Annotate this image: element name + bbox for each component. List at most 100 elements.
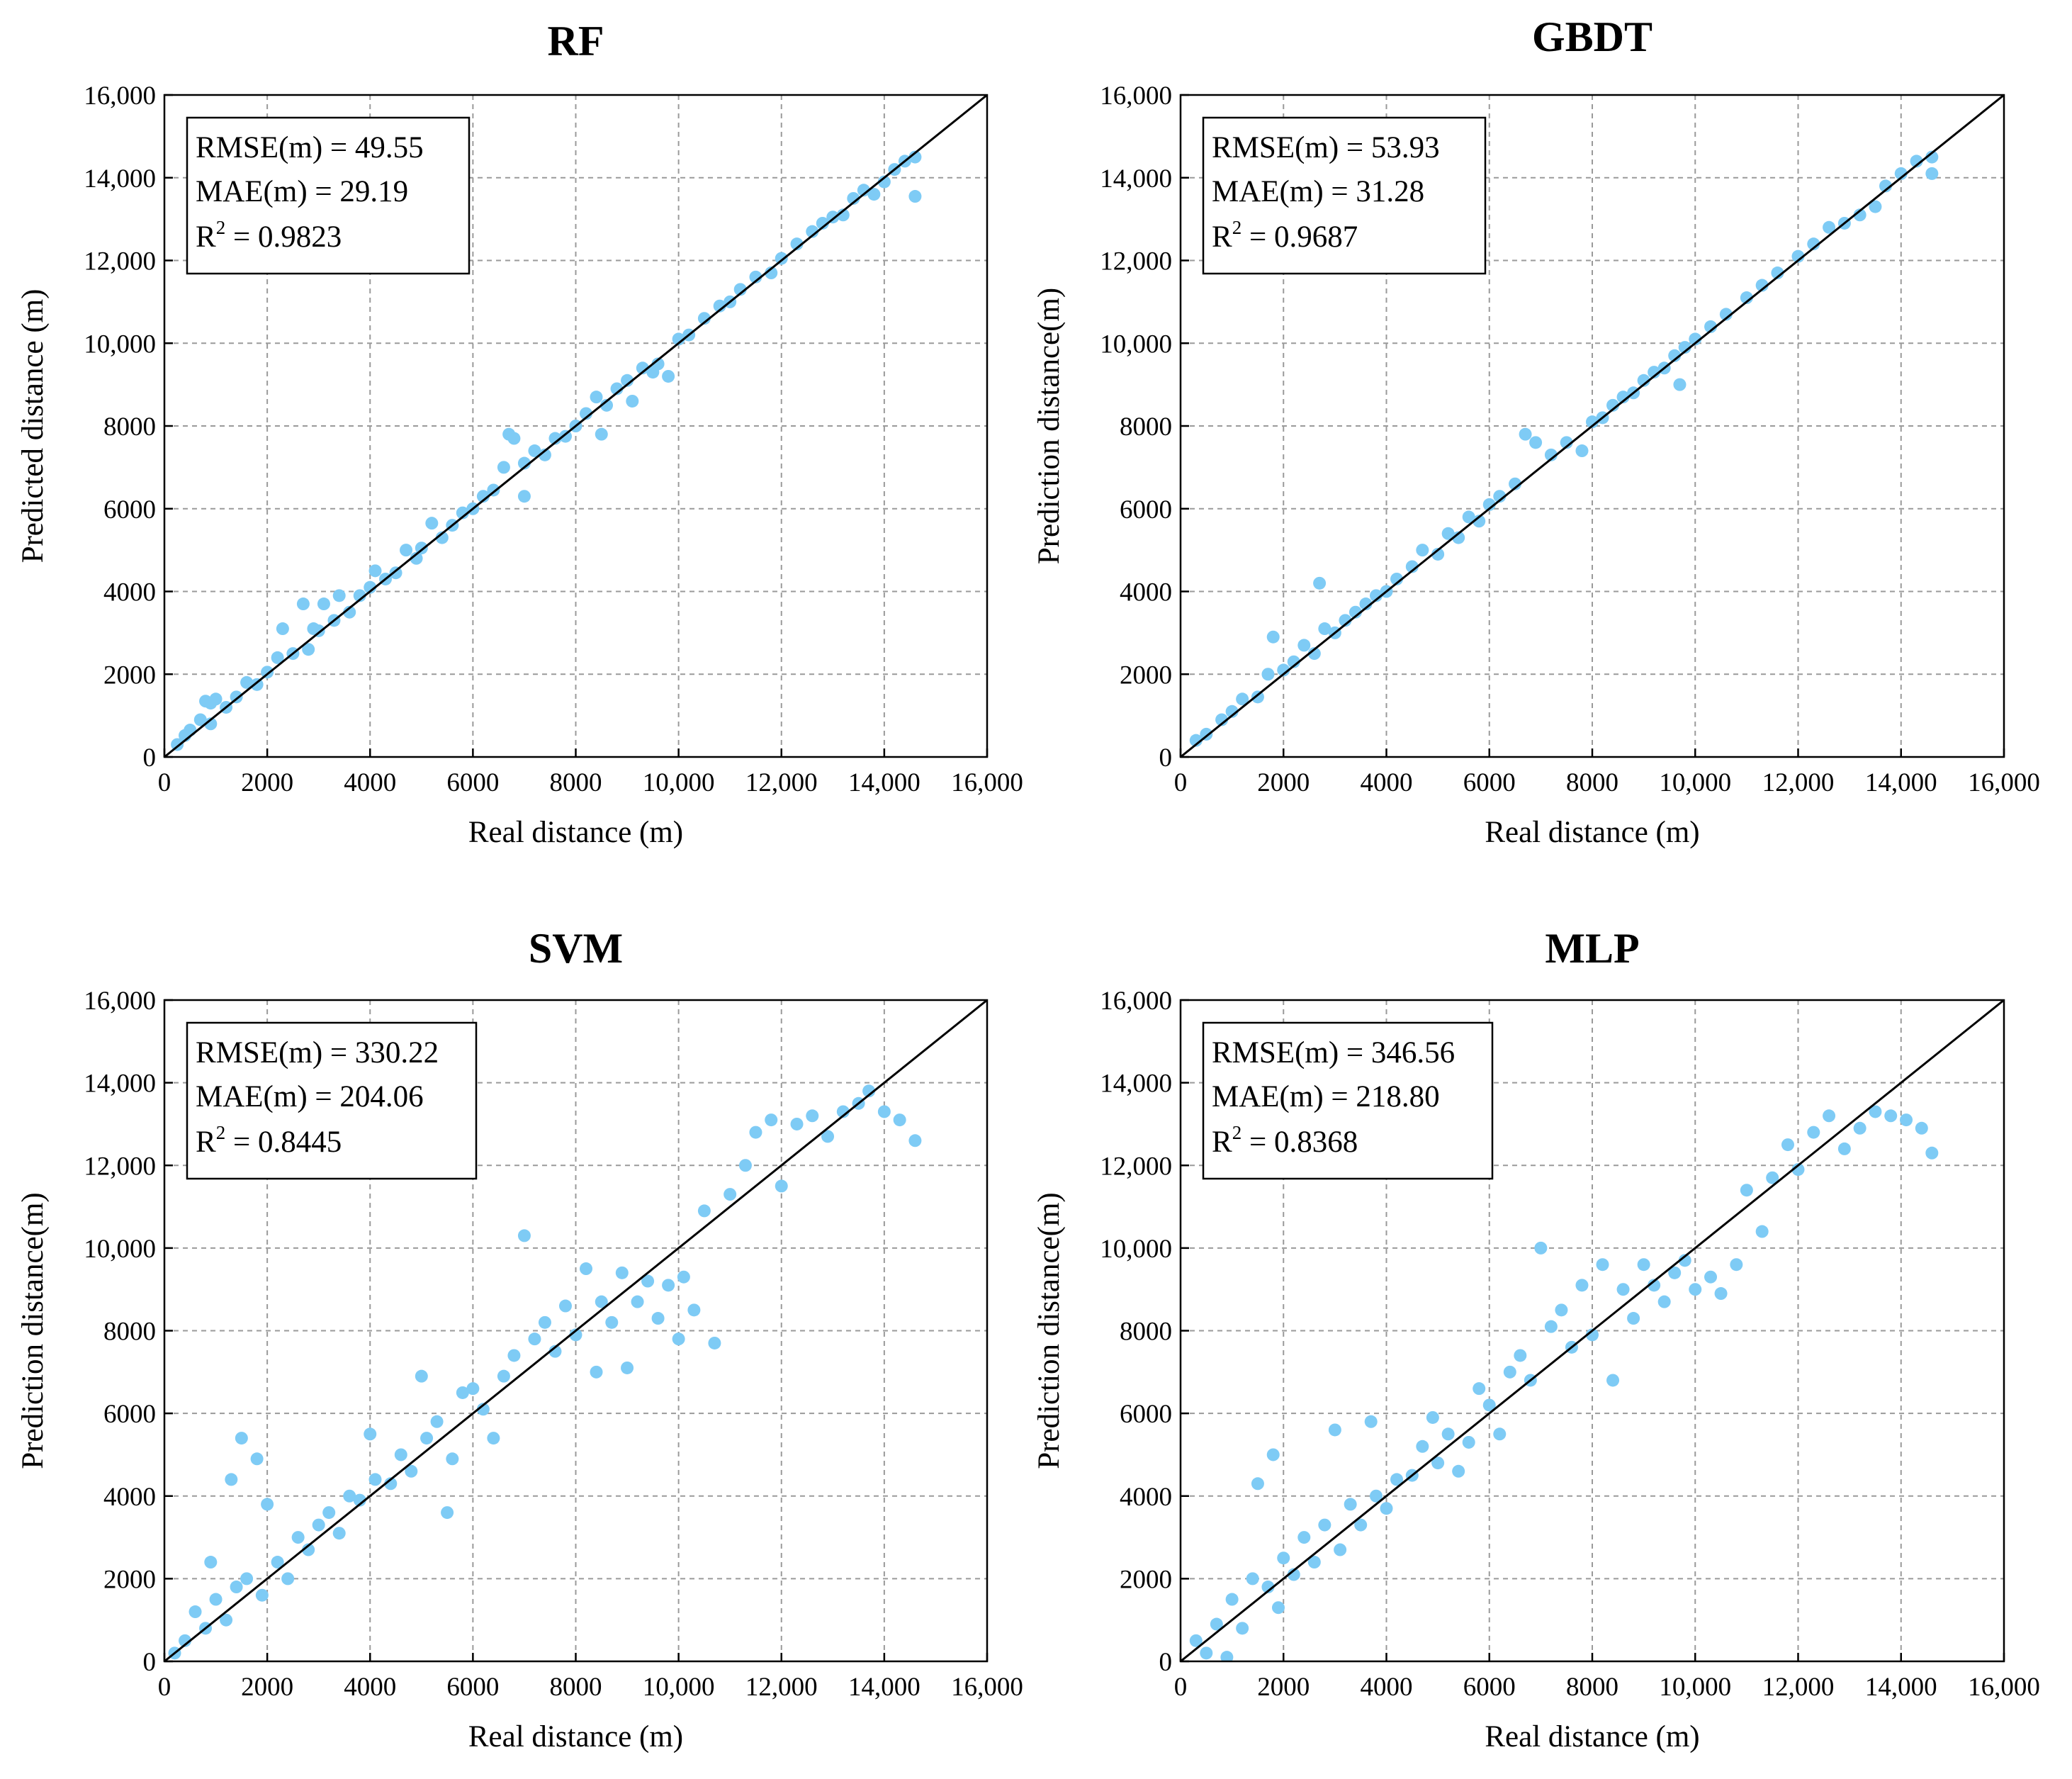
scatter-point [1266,630,1280,644]
scatter-point [1575,444,1589,458]
scatter-point [405,1464,418,1478]
y-tick-label: 16,000 [84,987,156,1016]
x-tick-label: 2000 [241,768,293,797]
scatter-point [1704,1270,1718,1284]
scatter-point [230,1581,243,1594]
scatter-point [1359,597,1373,611]
x-tick-label: 16,000 [951,1673,1023,1702]
scatter-point [821,1130,835,1143]
stats-box [186,1021,478,1180]
scatter-point [343,1489,356,1503]
scatter-point [595,1295,608,1308]
reference-line [1181,95,2004,757]
r2-label: R2 = 0.9687 [1212,217,1358,254]
r2-label: R2 = 0.8368 [1212,1122,1358,1159]
x-tick-label: 12,000 [745,1673,818,1702]
scatter-point [507,432,521,445]
x-tick-label: 14,000 [1865,768,1937,797]
scatter-point [595,427,608,441]
scatter-point [517,490,531,503]
scatter-point [220,1613,233,1627]
scatter-point [1390,1473,1404,1486]
r2-prefix: R [1212,1126,1232,1159]
scatter-point [343,605,356,619]
scatter-point [171,738,184,751]
scatter-point [1200,1646,1213,1660]
scatter-point [209,692,223,706]
y-tick-label: 10,000 [84,330,156,359]
scatter-point [1462,510,1475,524]
scatter-point [497,1369,510,1383]
scatter-point [271,651,284,664]
rmse-label: RMSE(m) = 53.93 [1212,131,1440,164]
chart-title: GBDT [1532,13,1652,60]
scatter-point [1473,1382,1486,1396]
scatter-point [1416,544,1429,557]
scatter-point [425,517,439,530]
scatter-point [672,332,685,346]
data-layer [1181,1000,2004,1661]
scatter-point [1869,200,1882,213]
scatter-point [1509,477,1522,490]
scatter-point [1261,1581,1275,1594]
scatter-point [1318,1518,1331,1532]
scatter-point [662,1279,675,1292]
scatter-point [193,713,207,726]
scatter-point [538,1315,551,1329]
scatter-point [476,1403,490,1416]
x-tick-label: 12,000 [1762,1673,1835,1702]
scatter-point [1714,1287,1728,1301]
x-tick-label: 4000 [344,768,396,797]
scatter-point [1334,1543,1347,1556]
scatter-point [250,1452,264,1466]
scatter-point [1277,1551,1290,1565]
scatter-point [1277,663,1290,677]
scatter-point [558,1299,572,1313]
scatter-point [662,369,675,383]
scatter-point [1853,1121,1867,1135]
scatter-point [1616,1283,1630,1296]
scatter-point [1689,1283,1702,1296]
scatter-point [1575,1279,1589,1292]
scatter-point [435,531,449,544]
scatter-point [1586,1328,1599,1342]
scatter-point [1704,320,1718,333]
r2-prefix: R [1212,220,1232,254]
scatter-point [1637,374,1650,387]
x-axis-label: Real distance (m) [468,1720,683,1753]
scatter-point [806,225,819,238]
x-tick-label: 0 [1174,768,1188,797]
scatter-point [1441,527,1455,540]
scatter-point [250,678,264,691]
x-tick-label: 8000 [550,768,602,797]
y-tick-label: 8000 [103,413,156,442]
scatter-point [677,1270,690,1284]
y-tick-label: 0 [143,743,157,773]
x-axis-label: Real distance (m) [1485,1720,1699,1753]
scatter-point [600,398,614,412]
y-tick-label: 4000 [103,1483,156,1512]
scatter-point [317,597,330,611]
scatter-point [1328,1423,1341,1437]
scatter-point [1426,1410,1439,1424]
scatter-point [1266,1448,1280,1461]
x-tick-label: 14,000 [848,768,920,797]
mae-label: MAE(m) = 31.28 [1212,175,1424,208]
x-tick-label: 8000 [1566,1673,1618,1702]
scatter-point [1657,1295,1671,1308]
scatter-point [733,283,747,296]
scatter-point [621,374,634,387]
r2-prefix: R [196,220,216,254]
scatter-point [1390,572,1404,585]
x-tick-label: 10,000 [643,768,715,797]
scatter-point [446,1452,459,1466]
scatter-point [1823,1109,1836,1123]
y-tick-label: 10,000 [84,1235,156,1264]
scatter-point [364,580,377,594]
scatter-point [1668,349,1682,362]
reference-line [1181,1000,2004,1661]
scatter-point [836,208,850,222]
scatter-point [415,1369,428,1383]
chart-title: SVM [529,925,623,972]
scatter-point [1297,1531,1311,1544]
